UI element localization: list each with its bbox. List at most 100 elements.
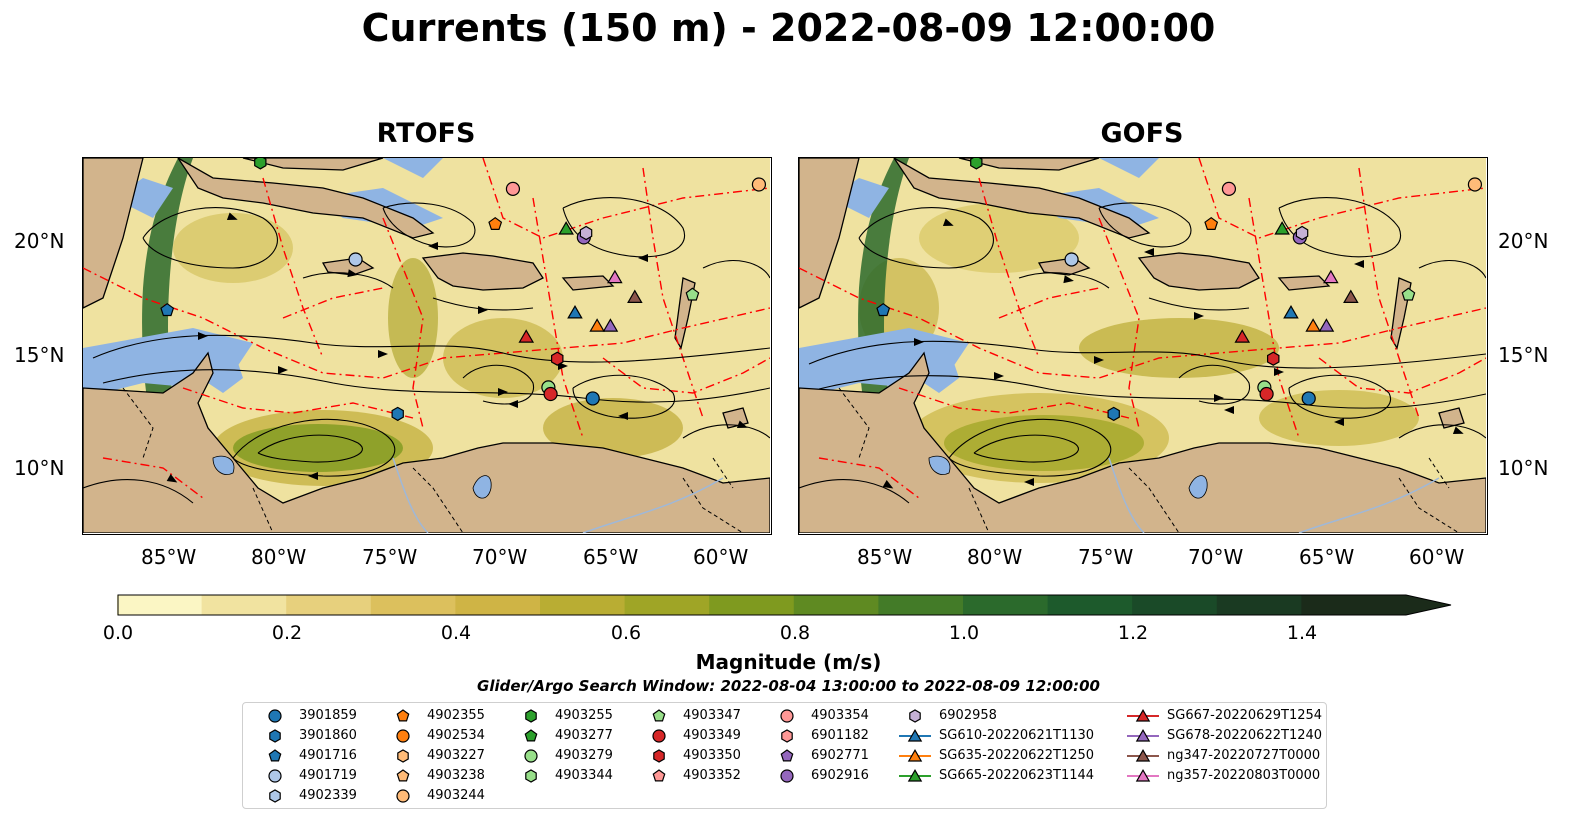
triangle-marker-icon xyxy=(1127,708,1159,722)
circle-marker-icon xyxy=(524,749,538,763)
lon-tick-label: 60°W xyxy=(1409,545,1465,569)
streamline xyxy=(1098,202,1192,248)
map-marker xyxy=(970,155,983,170)
streamline-arrow xyxy=(1354,260,1364,268)
circle-marker-icon xyxy=(396,789,410,803)
eez-boundary xyxy=(382,217,424,429)
lon-tick-label: 85°W xyxy=(857,545,913,569)
triangle-marker-icon xyxy=(1127,768,1159,782)
streamline-arrow xyxy=(308,472,318,480)
lon-tick-label: 70°W xyxy=(1188,545,1244,569)
streamline-arrow xyxy=(347,269,358,278)
colorbar-segment xyxy=(370,595,456,615)
eez-boundary xyxy=(1198,157,1487,239)
circle-marker-icon xyxy=(268,769,282,783)
country-border xyxy=(968,487,990,534)
eez-boundary xyxy=(602,357,771,394)
legend-swatch xyxy=(780,769,794,783)
speed-patch xyxy=(944,415,1144,471)
land-mass xyxy=(421,252,544,291)
country-border xyxy=(682,477,744,534)
map-marker xyxy=(1318,318,1335,332)
pentagon-marker-icon xyxy=(268,749,282,762)
legend-swatch xyxy=(524,749,538,763)
map-marker xyxy=(607,269,623,284)
map-rtofs-canvas xyxy=(82,155,771,534)
colorbar-segment xyxy=(117,595,203,615)
streamline-arrow xyxy=(1063,275,1074,284)
legend-label: 6902771 xyxy=(811,748,869,763)
speed-patch xyxy=(1079,318,1279,378)
streamline-arrow xyxy=(1144,248,1154,256)
circle-marker-icon xyxy=(652,729,666,743)
hexagon-marker-icon xyxy=(525,709,537,723)
legend-label: 4902355 xyxy=(427,708,485,723)
legend-label: 4901716 xyxy=(299,748,357,763)
country-border xyxy=(1398,477,1460,534)
hexagon-marker-icon xyxy=(397,749,409,763)
lon-tick-label: 80°W xyxy=(251,545,307,569)
pentagon-marker-icon xyxy=(396,769,410,782)
river xyxy=(1298,477,1440,534)
legend-swatch xyxy=(780,709,794,723)
colorbar-segment xyxy=(540,595,626,615)
map-gofs[interactable] xyxy=(798,155,1488,535)
river xyxy=(582,477,724,534)
eez-boundary xyxy=(818,457,920,499)
colorbar-segment xyxy=(709,595,795,615)
streamline xyxy=(142,207,278,269)
eez-boundary xyxy=(898,387,1130,419)
river xyxy=(1108,457,1145,534)
shelf-area xyxy=(1099,158,1159,178)
eez-boundary xyxy=(1318,357,1487,394)
map-marker xyxy=(1343,289,1359,303)
lat-tick-label: 10°N xyxy=(1498,456,1549,480)
streamline-arrow xyxy=(994,372,1004,380)
eez-boundary xyxy=(82,267,771,379)
legend-swatch xyxy=(396,729,410,743)
map-rtofs[interactable] xyxy=(82,155,772,535)
legend-label: 3901859 xyxy=(299,708,357,723)
colorbar-tick-label: 1.0 xyxy=(948,622,980,644)
land-mass xyxy=(958,157,1100,171)
streamline-arrow xyxy=(478,306,488,314)
legend-swatch xyxy=(396,709,410,722)
colorbar-segment xyxy=(963,595,1049,615)
legend-swatch xyxy=(652,769,666,782)
figure-title: Currents (150 m) - 2022-08-09 12:00:00 xyxy=(361,6,1216,50)
country-border xyxy=(838,387,870,459)
speed-patch xyxy=(919,203,1079,273)
eez-boundary xyxy=(102,457,204,499)
country-border xyxy=(122,387,154,459)
lon-tick-label: 75°W xyxy=(362,545,418,569)
lon-tick-label: 65°W xyxy=(1299,545,1355,569)
streamline xyxy=(1288,374,1392,419)
shelf-area xyxy=(383,158,443,178)
streamline-arrow xyxy=(1194,312,1204,320)
country-border xyxy=(252,487,274,534)
pentagon-marker-icon xyxy=(652,709,666,722)
legend-label: 6902958 xyxy=(939,708,997,723)
colorbar-extend-arrow xyxy=(1301,595,1451,615)
colorbar xyxy=(117,594,1452,616)
legend-label: 4903344 xyxy=(555,768,613,783)
speed-patch xyxy=(233,424,403,472)
river xyxy=(392,457,429,534)
legend-swatch xyxy=(907,728,923,742)
eez-boundary xyxy=(532,197,584,439)
triangle-marker-icon xyxy=(899,748,931,762)
map-marker xyxy=(1107,406,1120,422)
map-marker xyxy=(1259,386,1274,402)
speed-patch xyxy=(543,398,683,458)
triangle-marker-icon xyxy=(1127,728,1159,742)
triangle-marker-icon xyxy=(899,768,931,782)
land-mass xyxy=(242,157,384,171)
map-marker xyxy=(1221,181,1237,196)
map-marker xyxy=(391,406,404,422)
streamline xyxy=(82,479,194,504)
land-mass xyxy=(82,351,771,534)
colorbar-segment xyxy=(1216,595,1302,615)
colorbar-tick-label: 0.8 xyxy=(779,622,811,644)
legend-label: ng347-20220727T0000 xyxy=(1167,748,1321,763)
streamline xyxy=(818,375,1487,409)
